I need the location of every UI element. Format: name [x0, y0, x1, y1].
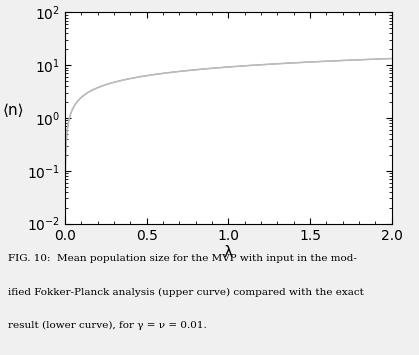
Text: ified Fokker-Planck analysis (upper curve) compared with the exact: ified Fokker-Planck analysis (upper curv…: [8, 288, 364, 297]
Y-axis label: ⟨n⟩: ⟨n⟩: [2, 103, 24, 118]
Text: result (lower curve), for γ = ν = 0.01.: result (lower curve), for γ = ν = 0.01.: [8, 321, 207, 331]
Text: FIG. 10:  Mean population size for the MVP with input in the mod-: FIG. 10: Mean population size for the MV…: [8, 254, 357, 263]
X-axis label: λ: λ: [224, 245, 233, 260]
